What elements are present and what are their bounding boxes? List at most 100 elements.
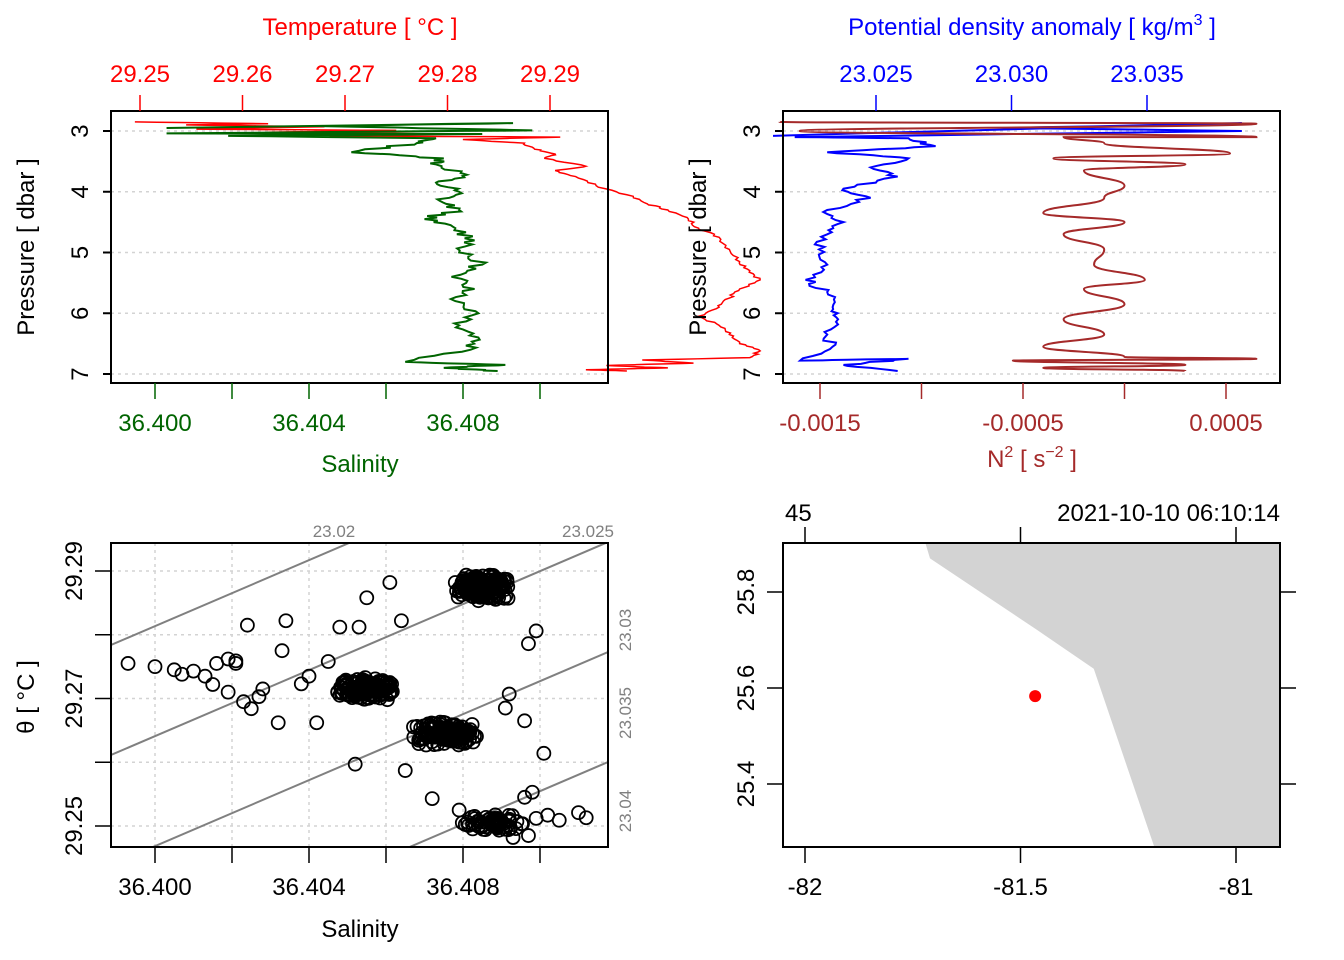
p3-point [166, 662, 182, 678]
p3-point [293, 676, 309, 692]
p3-point [437, 720, 452, 736]
p3-point [397, 763, 413, 778]
p3-point [578, 810, 594, 826]
p3-point [508, 821, 524, 837]
p3-point [501, 686, 517, 702]
p2-ytick-label: 7 [739, 367, 766, 380]
p3-point [332, 619, 348, 635]
p3-point [457, 736, 473, 751]
p3-point [320, 654, 336, 669]
p1-temperature-line [134, 121, 762, 372]
p4-top-axis [804, 527, 1237, 543]
p2-density-axis: 23.025 23.030 23.035 [839, 61, 1184, 111]
p3-point [498, 588, 514, 604]
p1-bottom-tick-label: 36.404 [272, 410, 345, 437]
p3-isopycnal-line [111, 212, 608, 425]
p2-n2-line [778, 120, 1258, 372]
p3-point [471, 818, 487, 834]
p3-point [521, 828, 536, 843]
p3-ytick-label: 29.27 [61, 668, 88, 728]
p1-top-tick-label: 29.28 [417, 61, 477, 88]
p3-point [478, 809, 494, 825]
p3-isopycnal-label: 23.02 [313, 522, 356, 541]
p1-ytick-label: 7 [67, 367, 94, 380]
p3-point [393, 613, 409, 629]
p2-density-title: Potential density anomaly [ kg/m3 ] [848, 12, 1216, 41]
p3-point [536, 745, 552, 761]
p1-ytick-label: 4 [67, 185, 94, 198]
p3-point [147, 659, 163, 675]
p1-top-tick-label: 29.29 [520, 61, 580, 88]
p4-ytick-label: 25.4 [733, 761, 760, 808]
p3-point [351, 619, 367, 635]
p3-point [337, 674, 353, 690]
p2-n2-axis: -0.0015 -0.0005 0.0005 [779, 383, 1263, 437]
p3-xtick-label: 36.404 [272, 874, 345, 901]
p1-top-tick-label: 29.25 [110, 61, 170, 88]
p3-point [356, 678, 372, 693]
p3-point [243, 701, 259, 717]
p3-point [451, 802, 467, 818]
p2-bottom-tick-label: 0.0005 [1189, 410, 1262, 437]
p3-point [488, 587, 504, 603]
p1-salinity-line [166, 122, 533, 372]
p3-point [509, 814, 525, 829]
p3-xtick-label: 36.400 [118, 874, 191, 901]
p1-series [134, 121, 762, 372]
p3-point [464, 588, 480, 604]
p4-station-time: 2021-10-10 06:10:14 [1057, 500, 1280, 527]
p2-density-line [772, 122, 1242, 372]
p3-xtick-label: 36.408 [426, 874, 499, 901]
p1-temperature-axis: 29.25 29.26 29.27 29.28 29.29 [110, 61, 580, 111]
p4-land-polygon [925, 544, 1280, 847]
p4-xtick-label: -81 [1219, 874, 1254, 901]
p4-right-axis [1280, 591, 1296, 785]
p3-point [424, 791, 440, 806]
p3-isopycnal-line [111, 543, 352, 646]
p3-point [419, 726, 435, 742]
p3-point [528, 810, 544, 826]
p3-point [478, 819, 493, 835]
p1-salinity-axis: 36.400 36.404 36.408 [118, 383, 541, 437]
p1-salinity-title: Salinity [321, 451, 398, 478]
p2-top-tick-label: 23.035 [1110, 61, 1183, 88]
p1-ytick-label: 5 [67, 246, 94, 259]
p3-point [517, 789, 532, 805]
p3-point [496, 590, 512, 606]
p2-ytick-label: 6 [739, 307, 766, 320]
p2-pressure-axis: 3 4 5 6 7 [739, 124, 783, 381]
p3-point [467, 728, 482, 744]
p3-point [270, 715, 286, 731]
p2-series [772, 120, 1258, 372]
p3-point [332, 687, 348, 703]
p2-ytick-label: 5 [739, 246, 766, 259]
p3-point [347, 688, 363, 704]
p3-point [347, 756, 363, 772]
p3-point [205, 677, 221, 692]
p3-point [492, 813, 508, 829]
p1-top-tick-label: 29.27 [315, 61, 375, 88]
p3-frame [110, 542, 609, 848]
p3-point [497, 573, 512, 589]
p4-station-marker [1029, 690, 1042, 703]
p3-isopycnal-label: 23.025 [562, 522, 614, 541]
p3-point [382, 575, 398, 590]
p3-point [492, 574, 508, 590]
p3-point [465, 734, 481, 750]
p3-point [471, 574, 486, 590]
p3-point [497, 700, 513, 716]
p3-salinity-title: Salinity [321, 916, 398, 943]
p3-isopycnal-label: 23.03 [616, 609, 635, 652]
p4-ytick-label: 25.8 [733, 569, 760, 616]
p3-point [528, 623, 544, 639]
p2-gridlines [783, 130, 1280, 375]
panel-station-map: -82 -81.5 -81 25.4 25.6 25.8 45 2021-10-10 0… [733, 500, 1296, 901]
p3-point [359, 590, 375, 606]
p1-ytick-label: 6 [67, 307, 94, 320]
p3-point [228, 656, 244, 671]
panel-ts-diagram: 36.400 36.404 36.408 29.25 29.27 29.29 23.02… [13, 212, 635, 943]
p3-point [239, 617, 255, 633]
p1-top-tick-label: 29.26 [212, 61, 272, 88]
